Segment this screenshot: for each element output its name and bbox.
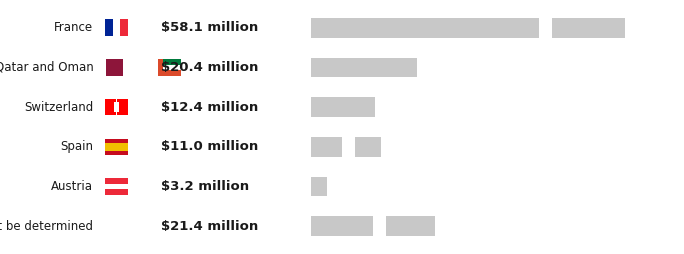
Bar — [311, 216, 373, 236]
Bar — [311, 177, 328, 196]
Bar — [157, 65, 181, 70]
Bar — [105, 151, 129, 155]
Bar — [105, 143, 129, 151]
Bar — [355, 137, 381, 157]
Bar — [386, 216, 435, 236]
Text: Austria: Austria — [51, 180, 93, 193]
Bar — [116, 89, 117, 125]
Bar — [120, 20, 129, 36]
Text: Spain: Spain — [60, 140, 93, 153]
Bar — [105, 99, 129, 116]
Bar — [114, 102, 119, 112]
Bar — [105, 138, 129, 143]
Bar — [157, 70, 181, 76]
Bar — [113, 20, 120, 36]
Bar — [311, 137, 342, 157]
Bar — [311, 97, 375, 117]
Bar — [157, 59, 163, 76]
Text: Source could not be determined: Source could not be determined — [0, 220, 93, 233]
Bar — [311, 18, 539, 38]
Bar — [105, 184, 129, 189]
Text: $11.0 million: $11.0 million — [161, 140, 258, 153]
Text: $12.4 million: $12.4 million — [161, 101, 258, 114]
Bar — [311, 58, 417, 77]
Text: $20.4 million: $20.4 million — [161, 61, 258, 74]
Bar — [105, 20, 113, 36]
Text: Switzerland: Switzerland — [24, 101, 93, 114]
Text: Qatar and Oman: Qatar and Oman — [0, 61, 93, 74]
Text: $3.2 million: $3.2 million — [161, 180, 249, 193]
Text: $21.4 million: $21.4 million — [161, 220, 258, 233]
Text: $58.1 million: $58.1 million — [161, 21, 258, 34]
Bar — [105, 178, 129, 184]
Bar — [552, 18, 625, 38]
Bar — [157, 59, 181, 65]
Bar — [100, 59, 123, 76]
Bar — [100, 59, 105, 76]
Bar — [105, 189, 129, 195]
Text: France: France — [54, 21, 93, 34]
